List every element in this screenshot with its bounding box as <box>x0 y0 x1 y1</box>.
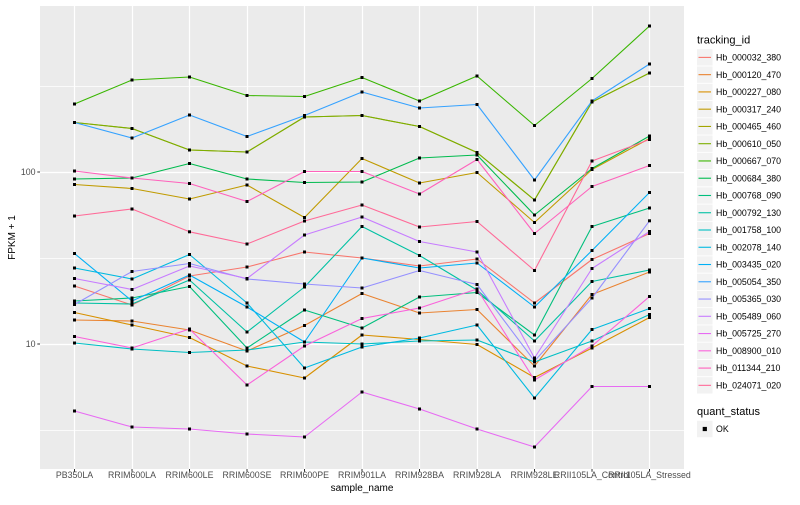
svg-text:PB350LA: PB350LA <box>56 470 93 480</box>
svg-text:Hb_000792_130: Hb_000792_130 <box>716 208 781 218</box>
svg-text:tracking_id: tracking_id <box>697 35 750 47</box>
svg-text:Hb_000610_050: Hb_000610_050 <box>716 139 781 149</box>
svg-text:RRIM600LA: RRIM600LA <box>108 470 156 480</box>
svg-text:RRIM928LE: RRIM928LE <box>511 470 559 480</box>
svg-text:OK: OK <box>716 424 729 434</box>
svg-text:RRIM928BA: RRIM928BA <box>395 470 444 480</box>
svg-text:Hb_003435_020: Hb_003435_020 <box>716 260 781 270</box>
svg-text:Hb_000120_470: Hb_000120_470 <box>716 70 781 80</box>
svg-text:10: 10 <box>26 339 36 349</box>
svg-text:Hb_002078_140: Hb_002078_140 <box>716 242 781 252</box>
svg-text:Hb_000667_070: Hb_000667_070 <box>716 156 781 166</box>
svg-text:RRIM928LA: RRIM928LA <box>453 470 501 480</box>
svg-text:Hb_001758_100: Hb_001758_100 <box>716 225 781 235</box>
svg-text:RRII105LA_Stressed: RRII105LA_Stressed <box>608 470 691 480</box>
svg-text:Hb_005725_270: Hb_005725_270 <box>716 329 781 339</box>
svg-text:Hb_008900_010: Hb_008900_010 <box>716 346 781 356</box>
svg-text:100: 100 <box>21 167 36 177</box>
svg-text:RRIM600SE: RRIM600SE <box>223 470 272 480</box>
svg-text:Hb_000227_080: Hb_000227_080 <box>716 87 781 97</box>
svg-text:RRIM600PE: RRIM600PE <box>280 470 329 480</box>
svg-text:Hb_000465_460: Hb_000465_460 <box>716 122 781 132</box>
svg-text:Hb_000317_240: Hb_000317_240 <box>716 104 781 114</box>
svg-text:quant_status: quant_status <box>697 406 760 418</box>
svg-text:Hb_005054_350: Hb_005054_350 <box>716 277 781 287</box>
svg-text:RRII105LA_Control: RRII105LA_Control <box>554 470 630 480</box>
svg-text:Hb_005365_030: Hb_005365_030 <box>716 294 781 304</box>
svg-text:Hb_005489_060: Hb_005489_060 <box>716 311 781 321</box>
svg-text:sample_name: sample_name <box>331 483 394 494</box>
svg-text:Hb_000684_380: Hb_000684_380 <box>716 173 781 183</box>
svg-text:Hb_024071_020: Hb_024071_020 <box>716 380 781 390</box>
svg-text:Hb_000768_090: Hb_000768_090 <box>716 191 781 201</box>
svg-text:RRIM901LA: RRIM901LA <box>338 470 386 480</box>
svg-text:FPKM + 1: FPKM + 1 <box>7 215 18 260</box>
svg-text:RRIM600LE: RRIM600LE <box>166 470 214 480</box>
svg-text:Hb_011344_210: Hb_011344_210 <box>716 363 781 373</box>
svg-text:Hb_000032_380: Hb_000032_380 <box>716 53 781 63</box>
